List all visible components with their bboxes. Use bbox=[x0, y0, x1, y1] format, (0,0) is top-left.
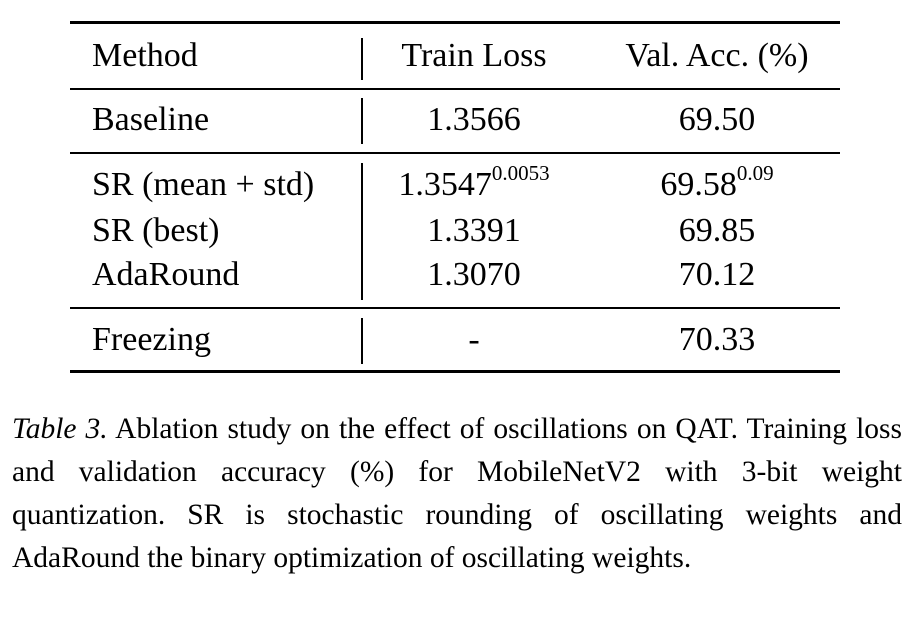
table-row-method: SR (mean + std) bbox=[92, 166, 315, 203]
table-row-val-acc: 69.50 bbox=[678, 101, 756, 138]
header-train-loss: Train Loss bbox=[401, 37, 547, 74]
table-row-val-acc: 69.580.09 bbox=[660, 161, 774, 204]
table-row-method: Freezing bbox=[92, 321, 211, 358]
table-caption: Table 3. Ablation study on the effect of… bbox=[12, 408, 902, 580]
caption-text: Ablation study on the effect of oscillat… bbox=[12, 413, 903, 574]
header-method: Method bbox=[92, 37, 198, 74]
table-row-train-loss: 1.3391 bbox=[427, 212, 521, 249]
table-row-train-loss: 1.3566 bbox=[427, 101, 521, 138]
table-row-train-loss: 1.35470.0053 bbox=[398, 161, 550, 204]
val-acc-std-superscript: 0.09 bbox=[736, 161, 774, 185]
table-row-val-acc: 69.85 bbox=[678, 212, 756, 249]
table-top-rule bbox=[70, 21, 840, 24]
column-divider bbox=[361, 163, 363, 300]
table-row-train-loss: - bbox=[468, 321, 480, 358]
table-bottom-rule bbox=[70, 370, 840, 373]
table-row-val-acc: 70.33 bbox=[678, 321, 756, 358]
header-val-acc: Val. Acc. (%) bbox=[625, 37, 809, 74]
table-row-method: AdaRound bbox=[92, 256, 240, 293]
table-row-method: SR (best) bbox=[92, 212, 220, 249]
train-loss-std-superscript: 0.0053 bbox=[491, 161, 550, 185]
column-divider bbox=[361, 98, 363, 144]
results-table: Method Train Loss Val. Acc. (%) Baseline… bbox=[70, 0, 840, 380]
table-row-train-loss: 1.3070 bbox=[427, 256, 521, 293]
column-divider bbox=[361, 38, 363, 80]
column-divider bbox=[361, 318, 363, 364]
table-row-method: Baseline bbox=[92, 101, 210, 138]
header-rule bbox=[70, 88, 840, 90]
group-rule bbox=[70, 152, 840, 154]
table-row-val-acc: 70.12 bbox=[678, 256, 756, 293]
caption-label: Table 3. bbox=[12, 413, 108, 445]
group-rule bbox=[70, 307, 840, 309]
